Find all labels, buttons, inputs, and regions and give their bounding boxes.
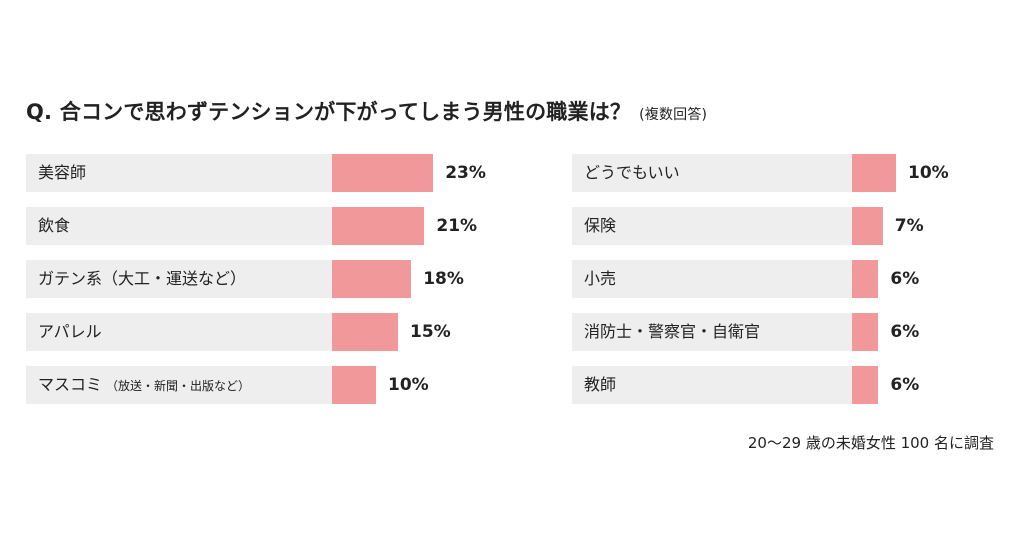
bar-label-background [572, 154, 852, 192]
category-label-text: アパレル [38, 322, 102, 341]
chart-title-text: Q. 合コンで思わずテンションが下がってしまう男性の職業は？ [26, 100, 632, 124]
bar-label-background [26, 366, 332, 404]
value-label: 6% [890, 375, 920, 395]
bar [332, 313, 398, 351]
category-label: ガテン系（大工・運送など） [38, 260, 246, 298]
bar-label-background [26, 207, 332, 245]
bar-row: 小売 6% [572, 260, 972, 298]
value-label: 6% [890, 322, 920, 342]
left-bar-group: 美容師 23% 飲食 21% ガテン系（大工・運送など） 18% アパレル 15% マスコミ （放… [26, 154, 496, 419]
value-label: 15% [410, 322, 451, 342]
category-label-text: 飲食 [38, 216, 71, 235]
category-label-text: ガテン系（大工・運送など） [38, 269, 247, 288]
bar [332, 207, 425, 245]
category-label: 教師 [584, 366, 616, 404]
bar-row: マスコミ （放送・新聞・出版など） 10% [26, 366, 496, 404]
category-label-text: マスコミ [38, 375, 103, 394]
bar-label-background [26, 154, 332, 192]
category-label-text: 教師 [584, 375, 617, 394]
bar-row: 消防士・警察官・自衛官 6% [572, 313, 972, 351]
category-label: アパレル [38, 313, 102, 351]
bar [852, 313, 879, 351]
category-label: 飲食 [38, 207, 70, 245]
value-label: 6% [890, 269, 920, 289]
bar [852, 260, 879, 298]
category-label: 美容師 [38, 154, 86, 192]
bar [852, 154, 896, 192]
category-label-text: 小売 [584, 269, 617, 288]
category-label: 保険 [584, 207, 616, 245]
category-label: マスコミ （放送・新聞・出版など） [38, 366, 250, 405]
bar-label-background [26, 260, 332, 298]
bar-label-background [572, 207, 852, 245]
bar-row: 美容師 23% [26, 154, 496, 192]
bar [332, 260, 412, 298]
bar-label-background [26, 313, 332, 351]
bar-row: 教師 6% [572, 366, 972, 404]
category-label-text: 美容師 [38, 163, 87, 182]
category-label: 消防士・警察官・自衛官 [584, 313, 760, 351]
value-label: 10% [388, 375, 429, 395]
category-label-text: 消防士・警察官・自衛官 [584, 322, 761, 341]
value-label: 23% [445, 163, 486, 183]
category-label-text: どうでもいい [584, 163, 680, 182]
bar-row: 飲食 21% [26, 207, 496, 245]
survey-note: 20〜29 歳の未婚女性 100 名に調査 [747, 434, 994, 452]
bar [332, 366, 376, 404]
value-label: 18% [423, 269, 464, 289]
chart-subtitle: (複数回答) [639, 107, 708, 123]
bar-row: ガテン系（大工・運送など） 18% [26, 260, 496, 298]
category-label-text: 保険 [584, 216, 617, 235]
category-label: どうでもいい [584, 154, 680, 192]
right-bar-group: どうでもいい 10% 保険 7% 小売 6% 消防士・警察官・自衛官 6% 教師 6% [572, 154, 972, 419]
bar [852, 366, 879, 404]
bar-row: どうでもいい 10% [572, 154, 972, 192]
category-label: 小売 [584, 260, 616, 298]
value-label: 21% [436, 216, 478, 236]
value-label: 10% [908, 163, 949, 183]
bar [852, 207, 883, 245]
category-label-detail: （放送・新聞・出版など） [106, 379, 251, 393]
bar-label-background [572, 366, 852, 404]
value-label: 7% [894, 216, 924, 236]
chart-title: Q. 合コンで思わずテンションが下がってしまう男性の職業は？ (複数回答) [26, 96, 707, 126]
bar [332, 154, 434, 192]
bar-label-background [572, 313, 852, 351]
bar-row: 保険 7% [572, 207, 972, 245]
bar-row: アパレル 15% [26, 313, 496, 351]
bar-label-background [572, 260, 852, 298]
